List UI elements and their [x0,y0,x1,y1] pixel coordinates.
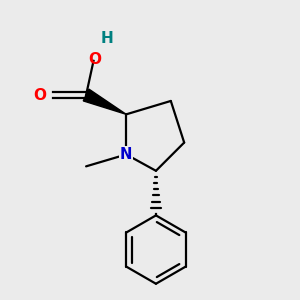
Text: O: O [88,52,101,67]
Polygon shape [83,89,126,114]
Text: O: O [34,88,46,103]
Text: H: H [100,31,113,46]
Text: N: N [120,147,132,162]
